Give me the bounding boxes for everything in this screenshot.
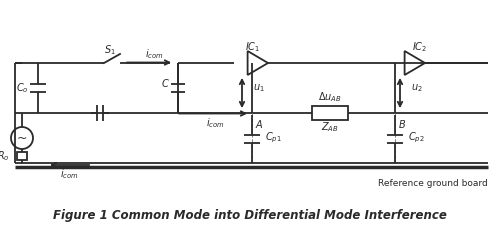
Text: $i_{com}$: $i_{com}$ (60, 167, 79, 181)
Text: $C_{p1}$: $C_{p1}$ (265, 131, 281, 145)
Text: ~: ~ (17, 131, 27, 145)
Text: $IC_1$: $IC_1$ (246, 40, 260, 54)
Text: $R_o$: $R_o$ (0, 149, 10, 163)
Text: $S_1$: $S_1$ (104, 43, 116, 57)
Text: $i_{com}$: $i_{com}$ (206, 116, 225, 130)
Text: $C$: $C$ (160, 77, 170, 89)
Text: $u_1$: $u_1$ (253, 82, 265, 94)
Text: $u_2$: $u_2$ (411, 82, 422, 94)
Text: $C_o$: $C_o$ (16, 81, 28, 95)
Text: $A$: $A$ (255, 118, 264, 130)
Text: $C_{p2}$: $C_{p2}$ (408, 131, 424, 145)
Text: $Z_{AB}$: $Z_{AB}$ (321, 120, 339, 134)
Text: $i_{com}$: $i_{com}$ (144, 47, 164, 61)
Text: Figure 1 Common Mode into Differential Mode Interference: Figure 1 Common Mode into Differential M… (53, 210, 447, 222)
Text: $IC_2$: $IC_2$ (412, 40, 428, 54)
Bar (17, 152, 27, 160)
Text: $\Delta u_{AB}$: $\Delta u_{AB}$ (318, 90, 342, 104)
Text: $B$: $B$ (398, 118, 406, 130)
Text: Reference ground board: Reference ground board (378, 179, 488, 188)
Bar (312, 106, 348, 120)
